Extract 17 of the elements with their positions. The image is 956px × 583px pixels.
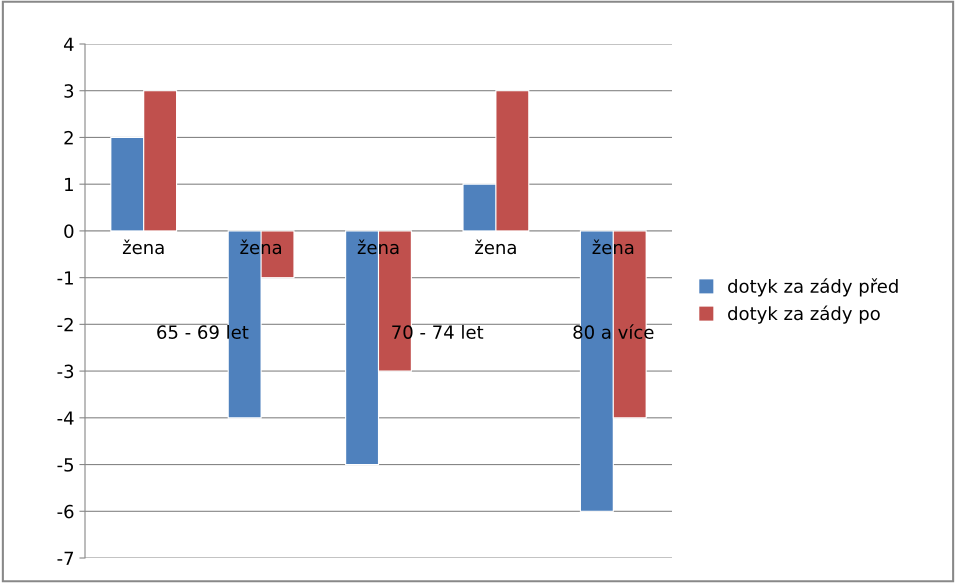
y-tick-label: -4 — [57, 412, 74, 425]
y-tick-label: -1 — [57, 271, 73, 284]
legend-label: dotyk za zády před — [728, 278, 898, 296]
y-tick-label: 0 — [64, 224, 74, 238]
y-tick-label: 2 — [64, 130, 73, 144]
y-tick-label: -6 — [57, 504, 74, 518]
y-tick-label: -3 — [57, 364, 74, 378]
x-tick-label: žena — [122, 240, 164, 254]
y-tick-label: 3 — [64, 84, 74, 98]
legend-label: dotyk za zády po — [728, 306, 880, 324]
y-tick-label: -7 — [57, 552, 74, 565]
y-tick-label: -2 — [57, 318, 73, 332]
y-tick-label: -5 — [57, 458, 74, 472]
y-tick-label: 4 — [64, 38, 74, 51]
x-tick-label: žena — [592, 240, 634, 254]
y-tick-label: 1 — [65, 178, 73, 192]
x-tick-label: žena — [475, 240, 516, 254]
